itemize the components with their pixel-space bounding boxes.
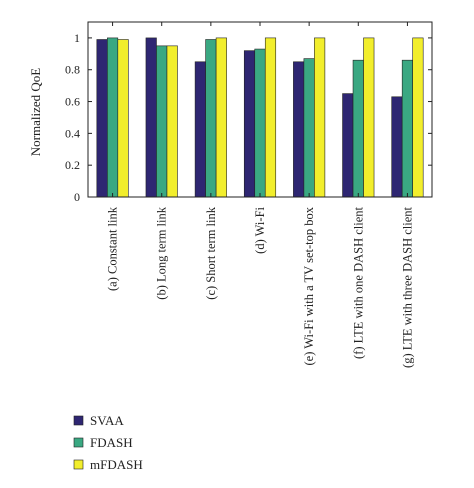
- x-category-label: (a) Constant link: [106, 206, 120, 291]
- bar-mfdash-4: [314, 37, 326, 198]
- bar-mfdash-5: [363, 37, 375, 198]
- bar-fdash-5: [352, 59, 364, 198]
- bar-fdash-0: [107, 37, 119, 198]
- y-tick-label: 0.4: [65, 126, 80, 140]
- bar-fdash-1: [156, 45, 168, 198]
- legend-label-mfdash: mFDASH: [90, 457, 143, 472]
- bar-svaa-4: [293, 61, 305, 198]
- bar-mfdash-3: [264, 37, 277, 198]
- bar-svaa-5: [342, 93, 354, 198]
- bar-svaa-3: [243, 50, 256, 198]
- y-axis-label: Normalized QoE: [28, 68, 43, 157]
- bar-fdash-2: [205, 39, 217, 198]
- legend-label-svaa: SVAA: [90, 413, 124, 428]
- bar-fdash-4: [303, 58, 315, 198]
- legend-swatch-fdash: [73, 437, 84, 448]
- legend-label-fdash: FDASH: [90, 435, 133, 450]
- bar-mfdash-0: [117, 39, 129, 198]
- bar-svaa-0: [96, 39, 108, 198]
- y-tick-label: 0.2: [65, 158, 80, 172]
- bar-svaa-1: [145, 37, 157, 198]
- bar-mfdash-2: [215, 37, 227, 198]
- legend: SVAA FDASH mFDASH: [73, 413, 143, 472]
- legend-swatch-svaa: [73, 415, 84, 426]
- bar-fdash-6: [401, 59, 413, 198]
- bar-mfdash-1: [166, 45, 178, 198]
- y-tick-label: 0.8: [65, 63, 80, 77]
- x-category-label: (c) Short term link: [204, 206, 218, 299]
- plot-area: 0 0.2 0.4 0.6 0.8 1 (a) Constant link (b) Long …: [65, 21, 433, 368]
- y-tick-label: 0: [74, 190, 80, 204]
- legend-swatch-mfdash: [73, 459, 84, 470]
- bar-svaa-2: [194, 61, 206, 198]
- y-tick-label: 0.6: [65, 95, 80, 109]
- bar-mfdash-6: [412, 37, 424, 198]
- x-category-label: (g) LTE with three DASH client: [400, 206, 414, 367]
- bar-svaa-6: [391, 96, 403, 198]
- x-category-label: (e) Wi-Fi with a TV set-top box: [302, 206, 316, 365]
- bar-fdash-3: [254, 48, 266, 198]
- x-category-label: (f) LTE with one DASH client: [351, 206, 365, 358]
- y-tick-label: 1: [74, 31, 80, 45]
- x-category-label: (d) Wi-Fi: [253, 206, 267, 253]
- x-category-label: (b) Long term link: [155, 206, 169, 299]
